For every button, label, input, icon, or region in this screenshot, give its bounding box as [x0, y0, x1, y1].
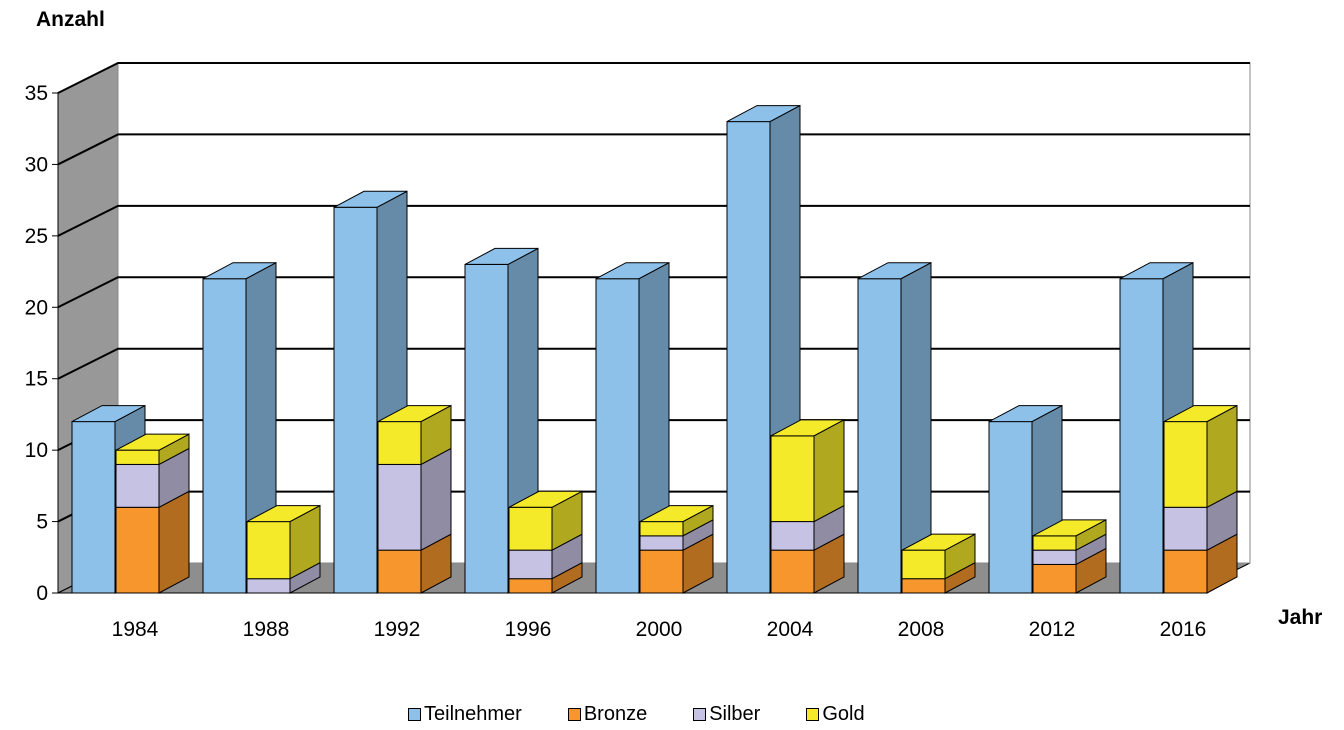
bar-bronze-1996-front	[508, 578, 553, 594]
bar-silber-2012-front	[1032, 549, 1077, 565]
x-axis-label: Jahr	[1278, 606, 1323, 629]
x-tick-label: 1992	[374, 618, 421, 641]
y-tick-label: 10	[25, 439, 48, 462]
legend-swatch-teilnehmer	[408, 708, 421, 721]
y-tick-label: 15	[25, 368, 48, 391]
bar-silber-1984-front	[115, 463, 160, 508]
bar-stack1-1992-top	[377, 405, 452, 423]
bar-gold-1996-front	[508, 506, 553, 551]
legend-swatch-bronze	[567, 708, 581, 721]
bar-silber-1996-front	[508, 549, 553, 580]
gridline	[57, 204, 1250, 237]
legend-label-teilnehmer: Teilnehmer	[424, 703, 522, 725]
y-tick-label: 35	[25, 82, 48, 105]
bar-silber-1992-side	[420, 447, 452, 551]
bar-bronze-2016-front	[1163, 549, 1208, 594]
bar-teilnehmer-2008-front	[857, 278, 902, 594]
bar-teilnehmer-1988-front	[202, 278, 247, 594]
bar-silber-1992-front	[377, 463, 422, 551]
x-tick-label: 1996	[505, 618, 552, 641]
chart-plot: 0 5 10 15 20 25 30 35 1984 1988 1992 1996 2000 2004 20…	[25, 62, 1251, 641]
bar-stack0-2012-top	[988, 405, 1063, 423]
bar-gold-1984-front	[115, 449, 160, 465]
legend-item-silber: Silber	[693, 703, 760, 726]
x-tick-label: 1984	[112, 618, 159, 641]
bar-gold-1988-front	[246, 521, 291, 580]
bar-gold-2004-side	[813, 419, 845, 523]
bar-stack0-2000-top	[595, 262, 670, 280]
bar-teilnehmer-2016-front	[1119, 278, 1164, 594]
bar-gold-2004-front	[770, 435, 815, 523]
x-tick-label: 2004	[767, 618, 814, 641]
bar-bronze-2004-front	[770, 549, 815, 594]
x-tick-label: 2016	[1160, 618, 1207, 641]
legend-swatch-gold	[806, 708, 820, 721]
bar-silber-2016-front	[1163, 506, 1208, 551]
y-tick-label: 25	[25, 225, 48, 248]
bar-gold-2012-front	[1032, 535, 1077, 551]
bar-gold-2000-front	[639, 521, 684, 537]
bar-stack0-1984-top	[71, 405, 146, 423]
gridline	[57, 133, 1250, 166]
bar-stack1-1988-top	[246, 505, 321, 523]
x-tick-label: 2008	[898, 618, 945, 641]
bar-stack1-2008-top	[901, 533, 976, 551]
bar-stack1-1996-top	[508, 490, 583, 508]
legend-label-gold: Gold	[822, 703, 865, 725]
bar-stack0-1992-top	[333, 190, 408, 208]
y-tick-label: 0	[36, 582, 48, 605]
bar-stack0-1996-top	[464, 247, 539, 265]
bar-bronze-2012-front	[1032, 563, 1077, 594]
bar-silber-2004-front	[770, 521, 815, 551]
bar-teilnehmer-1984-front	[71, 421, 116, 594]
y-tick-label: 20	[25, 296, 48, 319]
bar-teilnehmer-2004-front	[726, 121, 771, 594]
bar-gold-2008-front	[901, 549, 946, 580]
bar-stack1-2012-top	[1032, 519, 1107, 537]
bar-silber-1988-front	[246, 578, 291, 594]
bar-gold-1992-front	[377, 421, 422, 465]
y-tick-label: 30	[25, 153, 48, 176]
bar-gold-2016-front	[1163, 421, 1208, 508]
bar-bronze-1984-side	[158, 490, 190, 594]
bar-stack1-2004-top	[770, 419, 845, 437]
legend-item-teilnehmer: Teilnehmer	[408, 703, 522, 726]
legend-label-silber: Silber	[709, 703, 761, 725]
bar-teilnehmer-1996-front	[464, 263, 509, 594]
y-tick-label: 5	[36, 511, 48, 534]
bar-stack1-2016-top	[1163, 405, 1238, 423]
bar-stack0-1988-top	[202, 262, 277, 280]
x-tick-label: 2012	[1029, 618, 1076, 641]
bar-stack0-2008-top	[857, 262, 932, 280]
bar-stack1-2000-top	[639, 505, 714, 523]
legend-swatch-silber	[693, 708, 707, 721]
legend-label-bronze: Bronze	[583, 703, 648, 725]
x-tick-label: 1988	[243, 618, 290, 641]
bar-stack0-2016-top	[1119, 262, 1194, 280]
y-axis-label: Anzahl	[36, 8, 105, 31]
legend-item-gold: Gold	[806, 703, 865, 726]
bar-stack1-1984-top	[115, 433, 190, 451]
bar-bronze-2000-front	[639, 549, 684, 594]
bar-gold-2016-side	[1206, 404, 1238, 509]
bar-stack0-2004-top	[726, 105, 801, 123]
bar-bronze-1992-front	[377, 549, 422, 594]
bar-teilnehmer-1992-front	[333, 206, 378, 594]
bar-bronze-2008-front	[901, 578, 946, 594]
back-wall	[117, 62, 1251, 564]
bar-bronze-1984-front	[115, 506, 160, 594]
bar-silber-2000-front	[639, 535, 684, 551]
bar-teilnehmer-2012-front	[988, 421, 1033, 594]
legend: Teilnehmer Bronze Silber Gold	[408, 703, 865, 726]
legend-item-bronze: Bronze	[567, 703, 648, 726]
x-tick-label: 2000	[636, 618, 683, 641]
bar-teilnehmer-2000-front	[595, 278, 640, 594]
gridline	[57, 62, 1250, 94]
